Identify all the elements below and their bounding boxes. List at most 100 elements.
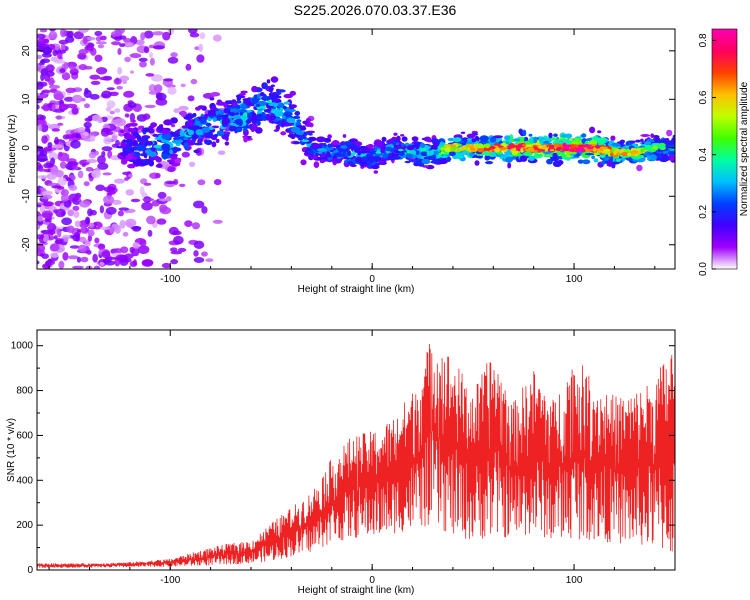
ridge-blob [439,143,444,147]
noise-blob [47,223,57,232]
noise-blob [132,259,137,266]
noise-blob [141,259,154,267]
noise-blob [180,83,186,88]
ridge-blob [188,129,194,136]
ridge-blob [227,104,231,112]
noise-blob [193,240,205,249]
noise-blob [148,84,157,93]
ridge-blob [156,125,164,132]
ridge-blob [287,133,296,138]
ridge-blob [362,156,368,161]
ridge-blob [522,129,527,137]
ridge-blob [257,93,261,99]
ridge-blob [582,159,591,165]
noise-blob [74,220,81,228]
ridge-blob [260,115,267,119]
ridge-blob [644,141,652,146]
noise-blob [77,170,84,179]
ridge-blob [308,133,313,136]
line-y-tick-label: 600 [16,430,33,441]
noise-blob [117,210,124,217]
ridge-blob [372,156,382,161]
ridge-blob [316,136,326,143]
ridge-blob [420,151,429,157]
noise-blob [142,198,155,202]
noise-blob [103,195,115,205]
ridge-blob [128,173,133,178]
ridge-core-blob [656,143,664,147]
ridge-core-blob [449,144,457,148]
noise-blob [199,32,206,40]
noise-blob [63,236,69,242]
ridge-blob [292,141,301,145]
noise-blob [162,78,174,82]
ridge-core-blob [660,145,666,149]
noise-blob [72,234,80,242]
noise-blob [81,163,86,167]
noise-blob [165,181,178,185]
noise-blob [42,46,53,55]
ridge-blob [447,156,451,163]
noise-blob [50,243,60,252]
noise-blob [72,205,80,211]
noise-blob [37,43,50,49]
ridge-blob [593,158,599,163]
noise-blob [125,218,137,227]
noise-blob [37,161,42,171]
ridge-blob [331,140,340,146]
noise-blob [157,191,167,199]
noise-blob [124,113,130,118]
noise-blob [72,265,84,269]
noise-blob [143,182,152,186]
noise-blob [91,169,101,179]
noise-blob [99,35,107,41]
noise-blob [106,100,116,109]
ridge-core-blob [542,144,547,149]
ridge-core-blob [631,150,639,154]
noise-blob [140,178,148,185]
ridge-core-blob [555,147,562,151]
ridge-blob [419,142,426,148]
ridge-blob [263,93,267,101]
ridge-blob [400,134,405,137]
ridge-blob [264,113,272,121]
noise-blob [137,245,150,255]
ridge-blob [610,142,621,148]
noise-blob [71,107,79,115]
noise-blob [119,75,130,82]
ridge-blob [640,138,644,142]
ridge-blob [649,154,657,161]
ridge-blob [313,161,320,169]
noise-blob [102,172,112,176]
noise-blob [37,175,49,179]
noise-blob [190,78,198,85]
ridge-blob [210,92,221,97]
ridge-blob [231,102,238,107]
ridge-blob [667,150,675,156]
ridge-blob [373,140,383,147]
ridge-core-blob [640,148,645,153]
ridge-core-blob [515,145,520,149]
noise-blob [129,246,135,254]
noise-blob [69,245,80,249]
line-x-tick-label: 0 [369,575,375,586]
noise-blob [80,256,89,263]
ridge-blob [175,143,181,147]
ridge-blob [229,125,237,132]
noise-blob [156,218,167,225]
noise-blob [116,86,123,90]
colorbar-label: Normalized spectral amplitude [739,81,750,216]
ridge-blob [471,138,477,143]
ridge-blob [327,144,333,148]
ridge-blob [489,136,497,143]
noise-blob [139,239,147,247]
noise-blob [77,127,86,133]
noise-blob [113,248,123,254]
noise-blob [138,57,148,62]
ridge-blob [208,109,218,116]
noise-blob [78,48,89,55]
ridge-blob [484,154,491,161]
ridge-core-blob [470,147,476,152]
ridge-blob [130,151,141,157]
heatmap-y-tick-label: 20 [21,45,32,57]
